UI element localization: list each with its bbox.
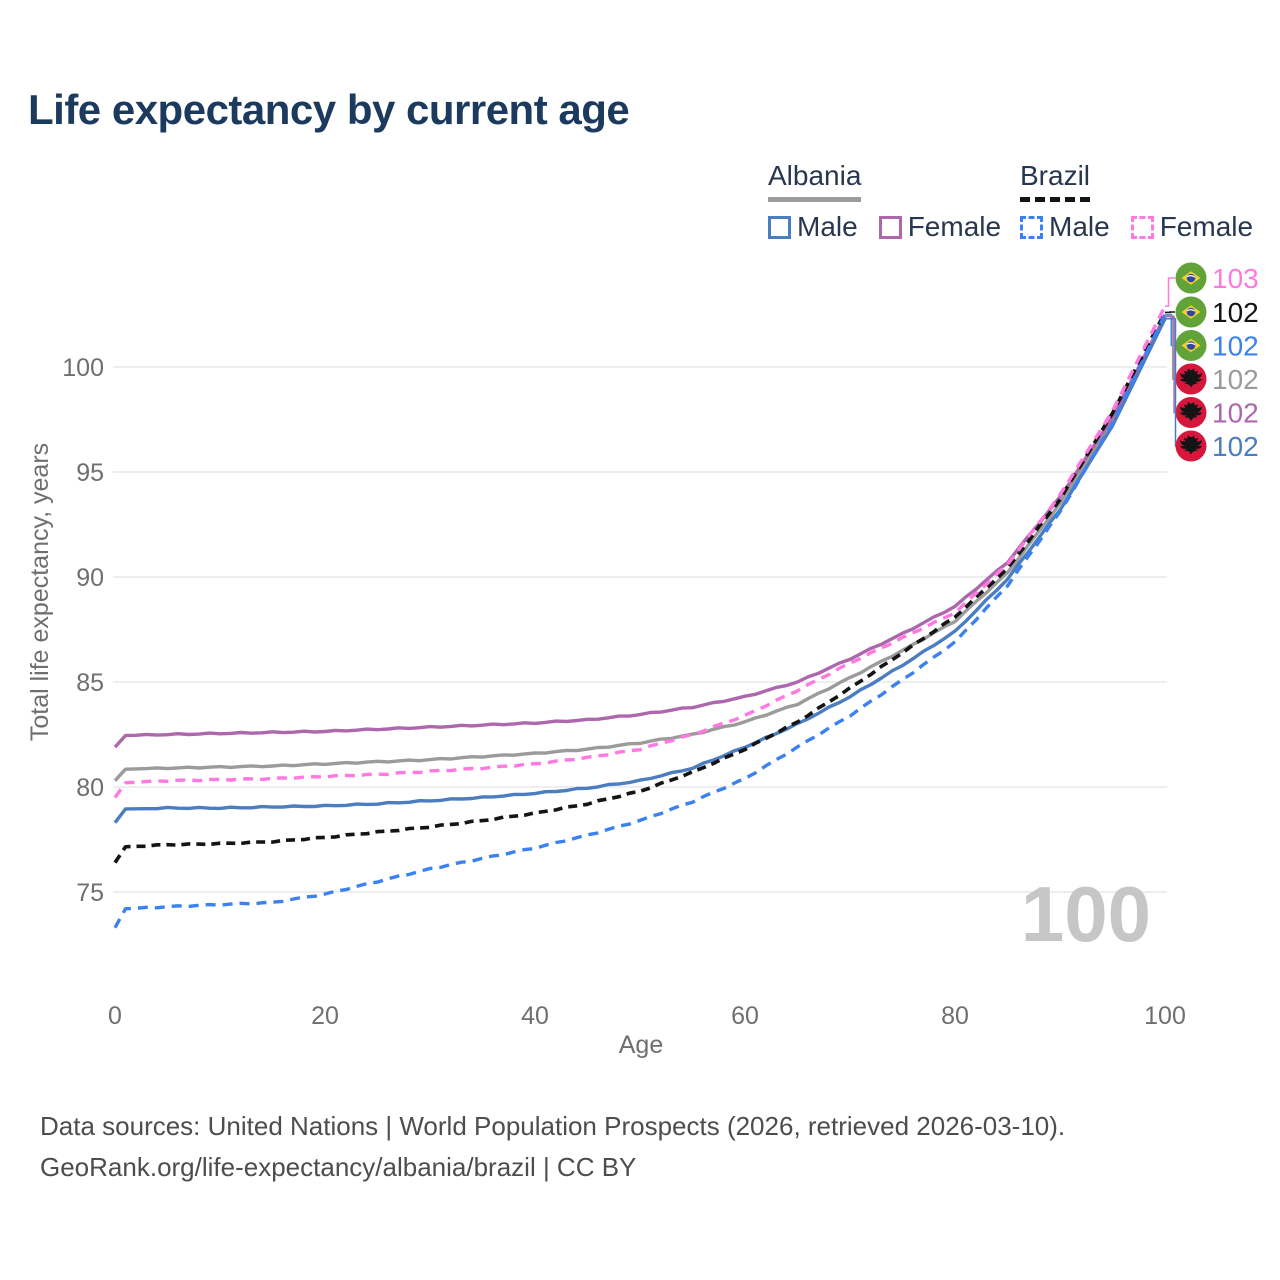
- y-tick-95: 95: [76, 459, 104, 487]
- legend-country-albania: Albania: [768, 160, 1001, 202]
- legend-label: Male: [1049, 211, 1110, 242]
- series-line-brazil_total[interactable]: [113, 311, 1167, 864]
- legend-group-brazil[interactable]: Brazil Male Female: [1020, 160, 1253, 243]
- y-tick-80: 80: [76, 774, 104, 802]
- flag-brazil-icon: [1175, 296, 1207, 328]
- y-axis-title: Total life expectancy, years: [26, 443, 54, 741]
- footer: Data sources: United Nations | World Pop…: [40, 1106, 1065, 1188]
- legend: Albania Male Female Brazil Male: [0, 160, 1280, 250]
- end-label-albania_total[interactable]: 102: [1165, 314, 1259, 396]
- leader-line-brazil_female: [1165, 277, 1175, 307]
- x-tick-40: 40: [521, 1002, 549, 1030]
- albania-male-swatch-icon: [768, 215, 791, 239]
- flag-albania-icon: [1175, 397, 1207, 428]
- flag-albania-icon: [1175, 430, 1207, 462]
- legend-country-brazil: Brazil: [1020, 160, 1253, 202]
- flag-albania-icon: [1175, 363, 1207, 395]
- x-tick-100: 100: [1144, 1002, 1186, 1030]
- series-line-albania_female[interactable]: [113, 315, 1167, 749]
- leader-line-albania_female: [1165, 315, 1175, 414]
- y-tick-90: 90: [76, 564, 104, 592]
- legend-label: Female: [907, 211, 1002, 242]
- legend-item-albania-male[interactable]: Male: [768, 211, 858, 243]
- attribution-line: GeoRank.org/life-expectancy/albania/braz…: [40, 1152, 637, 1182]
- series-line-albania_total[interactable]: [113, 314, 1167, 782]
- x-tick-0: 0: [108, 1002, 122, 1030]
- legend-label: Female: [1159, 211, 1254, 242]
- brazil-male-swatch-icon: [1020, 215, 1043, 239]
- y-tick-75: 75: [76, 879, 104, 907]
- end-label-brazil_total[interactable]: 102: [1165, 296, 1259, 329]
- legend-item-brazil-female[interactable]: Female: [1130, 211, 1254, 243]
- page-title: Life expectancy by current age: [28, 86, 630, 133]
- end-label-brazil_female[interactable]: 103: [1165, 262, 1259, 307]
- end-value-brazil_total: 102: [1212, 297, 1259, 328]
- end-value-albania_male: 102: [1212, 431, 1259, 462]
- flag-brazil-icon: [1175, 262, 1207, 294]
- y-tick-85: 85: [76, 669, 104, 697]
- end-label-brazil_male[interactable]: 102: [1165, 313, 1259, 362]
- end-value-brazil_male: 102: [1212, 331, 1259, 362]
- end-label-albania_male[interactable]: 102: [1165, 317, 1259, 462]
- legend-label: Male: [797, 211, 858, 242]
- age-watermark: 100: [1021, 870, 1151, 958]
- data-sources-line: Data sources: United Nations | World Pop…: [40, 1111, 1066, 1141]
- x-tick-80: 80: [941, 1002, 969, 1030]
- x-axis-title: Age: [619, 1031, 663, 1059]
- series-line-albania_male[interactable]: [113, 317, 1167, 824]
- x-tick-20: 20: [311, 1002, 339, 1030]
- legend-group-albania[interactable]: Albania Male Female: [768, 160, 1001, 243]
- leader-line-albania_male: [1165, 317, 1177, 447]
- end-value-albania_female: 102: [1212, 398, 1259, 429]
- albania-female-swatch-icon: [878, 215, 902, 239]
- end-value-albania_total: 102: [1212, 364, 1259, 395]
- end-label-albania_female[interactable]: 102: [1165, 315, 1259, 429]
- y-tick-100: 100: [62, 354, 104, 382]
- series-line-brazil_male[interactable]: [113, 313, 1167, 929]
- series-line-brazil_female[interactable]: [113, 305, 1167, 799]
- end-value-brazil_female: 103: [1212, 263, 1259, 294]
- flag-brazil-icon: [1175, 330, 1207, 361]
- legend-item-albania-female[interactable]: Female: [878, 211, 1002, 243]
- brazil-female-swatch-icon: [1130, 215, 1154, 239]
- legend-item-brazil-male[interactable]: Male: [1020, 211, 1110, 243]
- x-tick-60: 60: [731, 1002, 759, 1030]
